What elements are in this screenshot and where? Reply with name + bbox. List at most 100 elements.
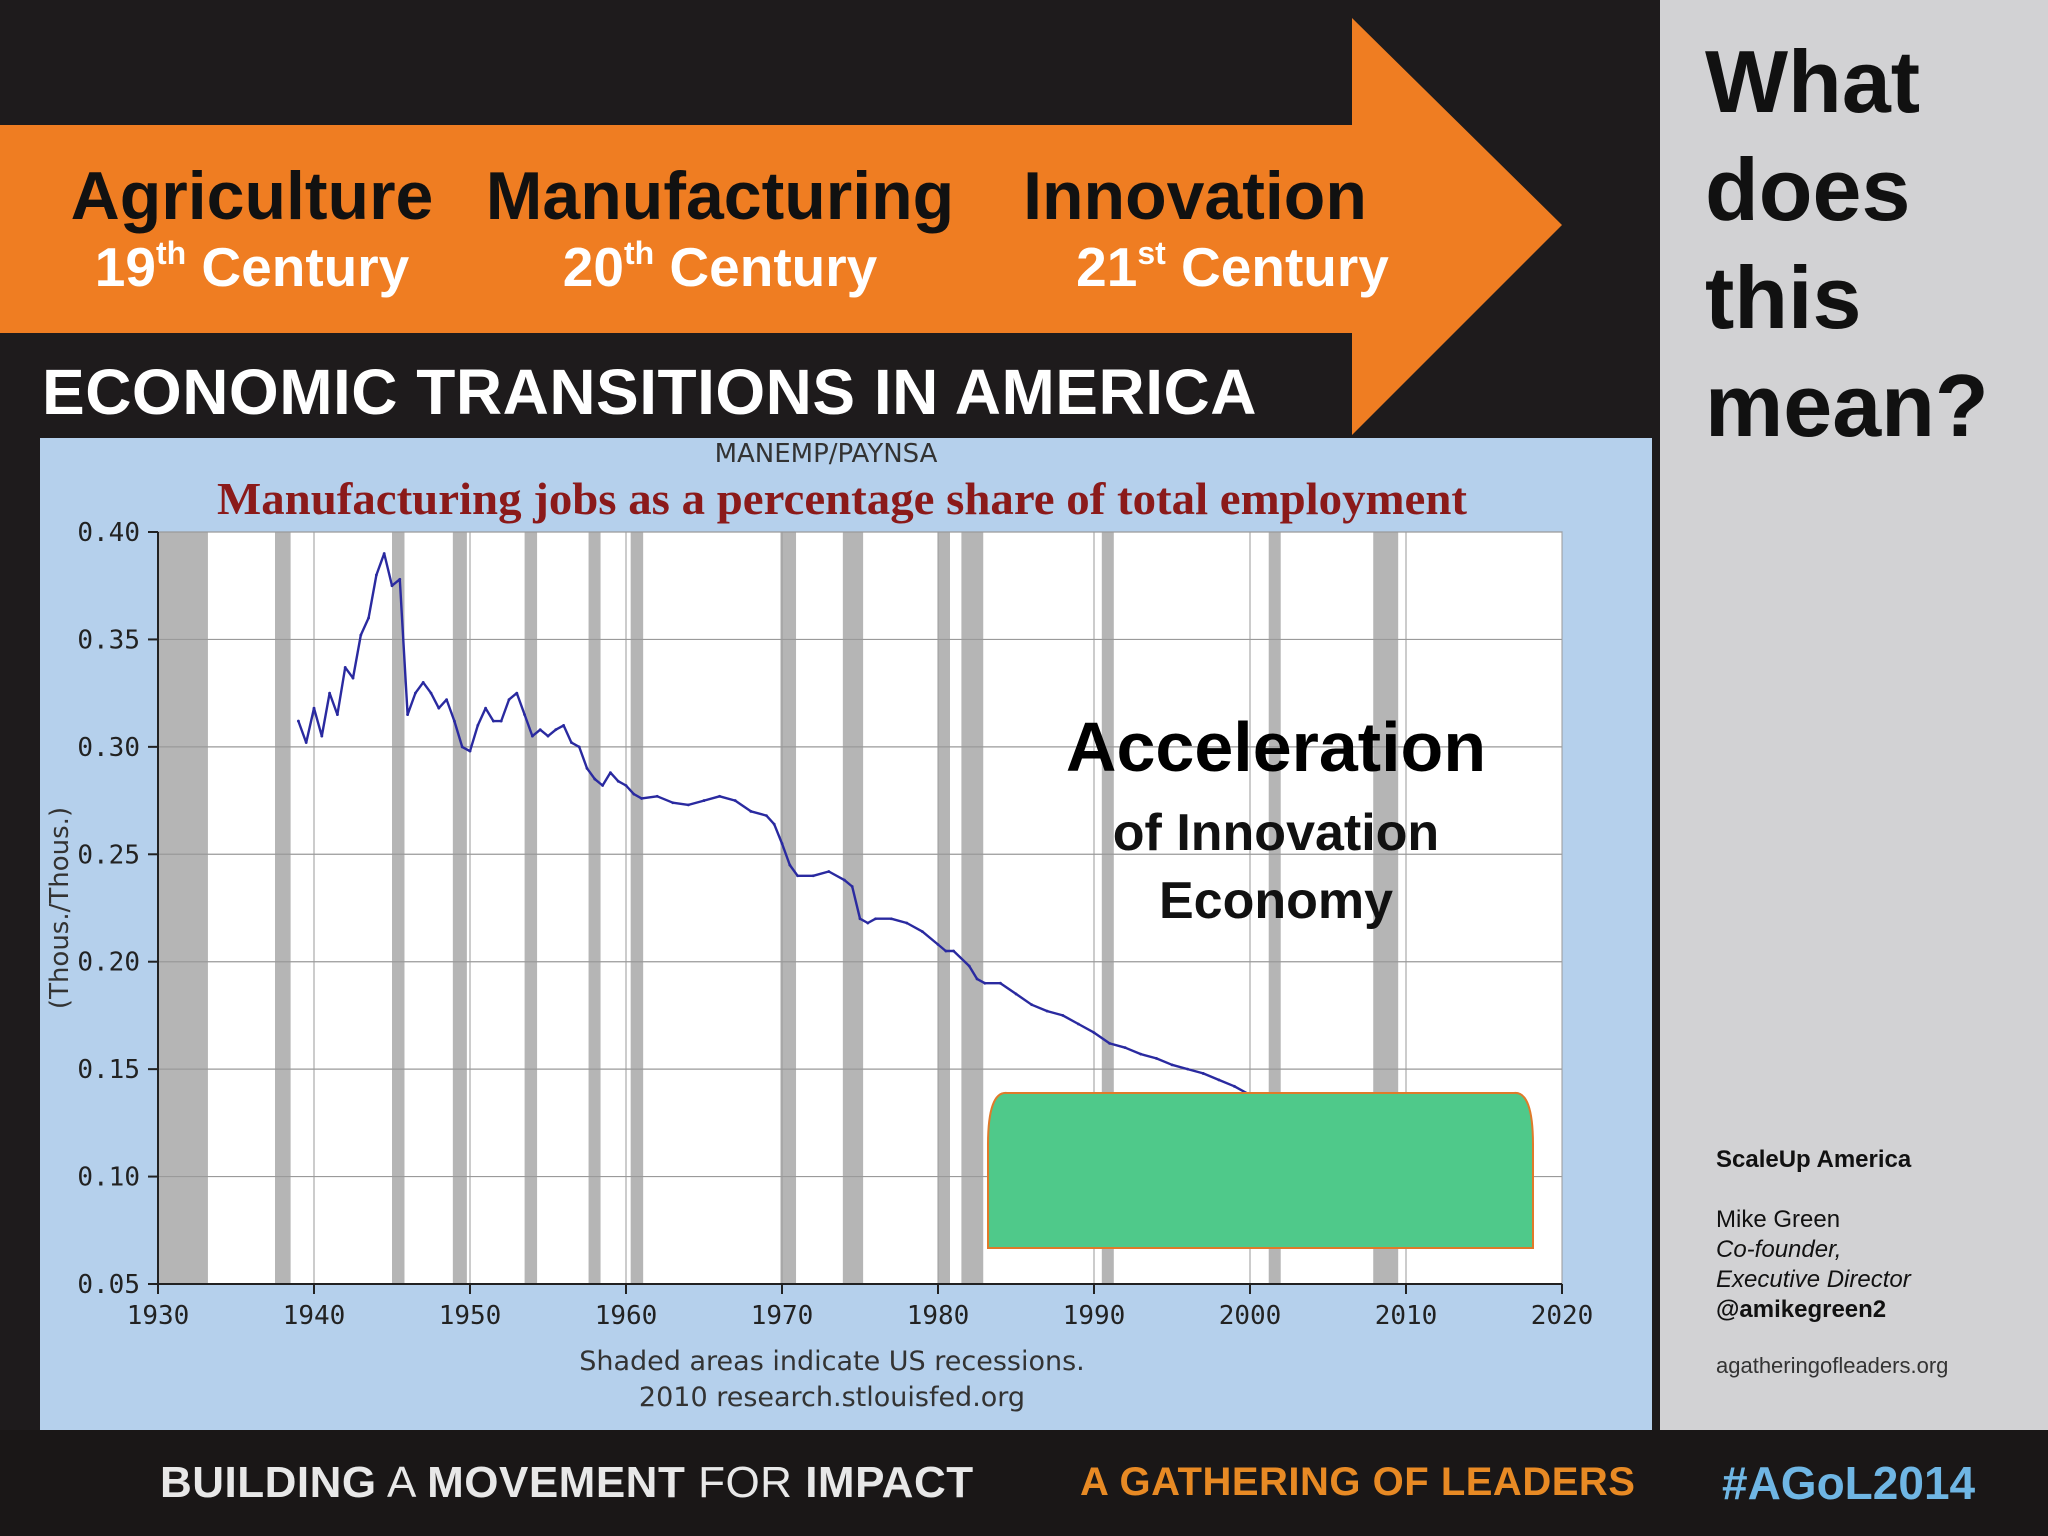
data-point (359, 633, 363, 637)
y-tick-label: 0.15 (77, 1055, 140, 1085)
data-point (609, 771, 612, 775)
chart-title: Manufacturing jobs as a percentage share… (217, 473, 1468, 524)
chart-panel: MANEMP/PAYNSA Manufacturing jobs as a pe… (40, 438, 1652, 1430)
x-tick-label: 1960 (595, 1301, 658, 1331)
data-point (687, 803, 690, 807)
data-point (983, 981, 987, 985)
data-point (406, 713, 409, 717)
era-name: Innovation (1023, 158, 1367, 234)
data-point (936, 943, 940, 946)
data-point (328, 691, 331, 695)
series-id: MANEMP/PAYNSA (715, 439, 938, 469)
data-point (999, 981, 1002, 985)
data-point (1014, 992, 1018, 996)
data-point (796, 874, 799, 878)
data-point (1139, 1052, 1143, 1056)
era-agriculture: Agriculture 19th Century (52, 158, 452, 300)
question-line: What (1705, 32, 1921, 131)
data-point (499, 719, 503, 723)
x-tick-label: 1990 (1063, 1301, 1126, 1331)
era-innovation: Innovation 21st Century (995, 158, 1395, 300)
org-name: ScaleUp America (1716, 1146, 1912, 1173)
recession-band (938, 532, 950, 1284)
data-point (297, 719, 300, 723)
callout-line2: of Innovation (1113, 804, 1439, 862)
data-point (601, 784, 604, 787)
data-point (484, 706, 487, 710)
data-point (632, 792, 636, 796)
data-point (414, 691, 417, 695)
data-point (398, 577, 402, 581)
data-point (640, 797, 643, 800)
recession-band (630, 532, 644, 1284)
website-url: agatheringofleaders.org (1716, 1353, 1949, 1378)
data-point (975, 977, 979, 981)
data-point (531, 734, 534, 738)
recession-band (842, 532, 864, 1284)
chart-svg: MANEMP/PAYNSA Manufacturing jobs as a pe… (45, 439, 1594, 1413)
data-point (390, 584, 394, 588)
data-point (889, 917, 893, 921)
data-point (1061, 1014, 1065, 1017)
data-point (850, 885, 854, 888)
recession-band (158, 532, 208, 1284)
question-line: does (1705, 140, 1911, 239)
data-point (874, 917, 877, 921)
data-point (546, 734, 550, 738)
x-tick-label: 2000 (1219, 1301, 1282, 1331)
data-point (351, 676, 355, 680)
data-point (1217, 1078, 1221, 1082)
era-manufacturing: Manufacturing 20th Century (475, 158, 965, 300)
data-point (952, 949, 955, 953)
data-point (554, 728, 558, 732)
footer-hashtag: #AGoL2014 (1722, 1457, 1976, 1509)
y-tick-label: 0.20 (77, 948, 140, 978)
data-point (1092, 1031, 1096, 1035)
data-point (476, 723, 480, 727)
x-tick-label: 1980 (907, 1301, 970, 1331)
arrow-shape (0, 18, 1562, 435)
data-point (843, 878, 846, 882)
data-point (811, 874, 815, 878)
slide-title: ECONOMIC TRANSITIONS IN AMERICA (42, 356, 1257, 428)
y-tick-label: 0.10 (77, 1163, 140, 1193)
speaker-credits: ScaleUp America Mike Green Co-founder, E… (1716, 1145, 1948, 1381)
speaker-role-line1: Co-founder, (1716, 1236, 1842, 1263)
data-point (772, 822, 776, 826)
data-point (468, 749, 472, 753)
era-century: 19th Century (94, 235, 410, 298)
x-tick-labels: 1930 1940 1950 1960 1970 1980 1990 2000 2010 2020 (127, 1301, 1594, 1331)
y-tick-label: 0.05 (77, 1270, 140, 1300)
era-century: 21st Century (1076, 235, 1389, 298)
x-tick-label: 1930 (127, 1301, 190, 1331)
recession-band (524, 532, 538, 1284)
data-point (507, 698, 511, 701)
question-line: mean? (1705, 356, 1989, 455)
callout-line1: Acceleration (1066, 708, 1486, 786)
recession-band (275, 532, 291, 1284)
data-point (585, 766, 589, 770)
data-point (492, 719, 495, 723)
innovation-callout-bracket (987, 1091, 1534, 1249)
data-point (1201, 1072, 1205, 1075)
data-point (523, 713, 526, 717)
data-point (1030, 1003, 1033, 1007)
data-point (1155, 1057, 1158, 1060)
data-point (577, 745, 581, 749)
twitter-handle: @amikegreen2 (1716, 1296, 1887, 1323)
data-point (453, 719, 456, 723)
x-tick-label: 2010 (1375, 1301, 1438, 1331)
y-tick-label: 0.30 (77, 733, 140, 763)
era-name: Manufacturing (485, 158, 955, 234)
manufacturing-share-line (297, 552, 1415, 1198)
data-point (312, 706, 316, 710)
data-point (1045, 1009, 1049, 1013)
recession-band (588, 532, 601, 1284)
data-point (780, 842, 784, 845)
footer-brand: A GATHERING OF LEADERS (1080, 1460, 1636, 1504)
data-point (437, 706, 441, 710)
data-point (788, 863, 792, 867)
data-point (1186, 1067, 1189, 1071)
y-tick-label: 0.25 (77, 840, 140, 870)
data-point (702, 799, 706, 802)
